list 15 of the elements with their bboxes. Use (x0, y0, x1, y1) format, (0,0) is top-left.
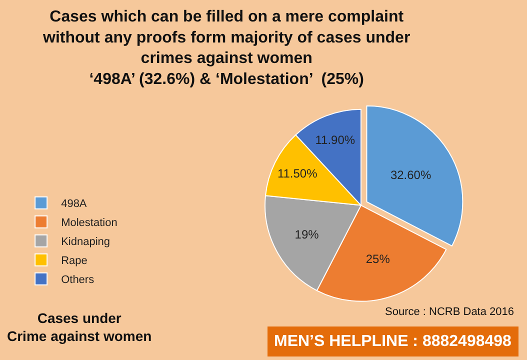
data-label: 32.60% (390, 168, 432, 182)
chart-subtitle: ‘498A’ (32.6%) & ‘Molestation’ (25%) (89, 71, 364, 88)
text: Cases under Crime against women (7, 310, 152, 344)
legend-label: Rape (61, 255, 88, 268)
data-label: 11.50% (277, 166, 318, 181)
source-note: Source : NCRB Data 2016 (385, 306, 514, 318)
legend-label: 498A (61, 198, 88, 210)
text: MEN’S HELPLINE : 8882498498 (274, 333, 512, 350)
data-label: 11.90% (315, 132, 356, 147)
legend-label: Kidnaping (61, 236, 110, 248)
legend-label: Others (61, 274, 95, 286)
legend-label: Molestation (61, 217, 118, 230)
data-label: 19% (294, 228, 320, 242)
chart-title: Cases which can be filled on a mere complaint without any proofs form majority of cases under crimes against women (42, 8, 410, 68)
data-label: 25% (366, 252, 390, 266)
